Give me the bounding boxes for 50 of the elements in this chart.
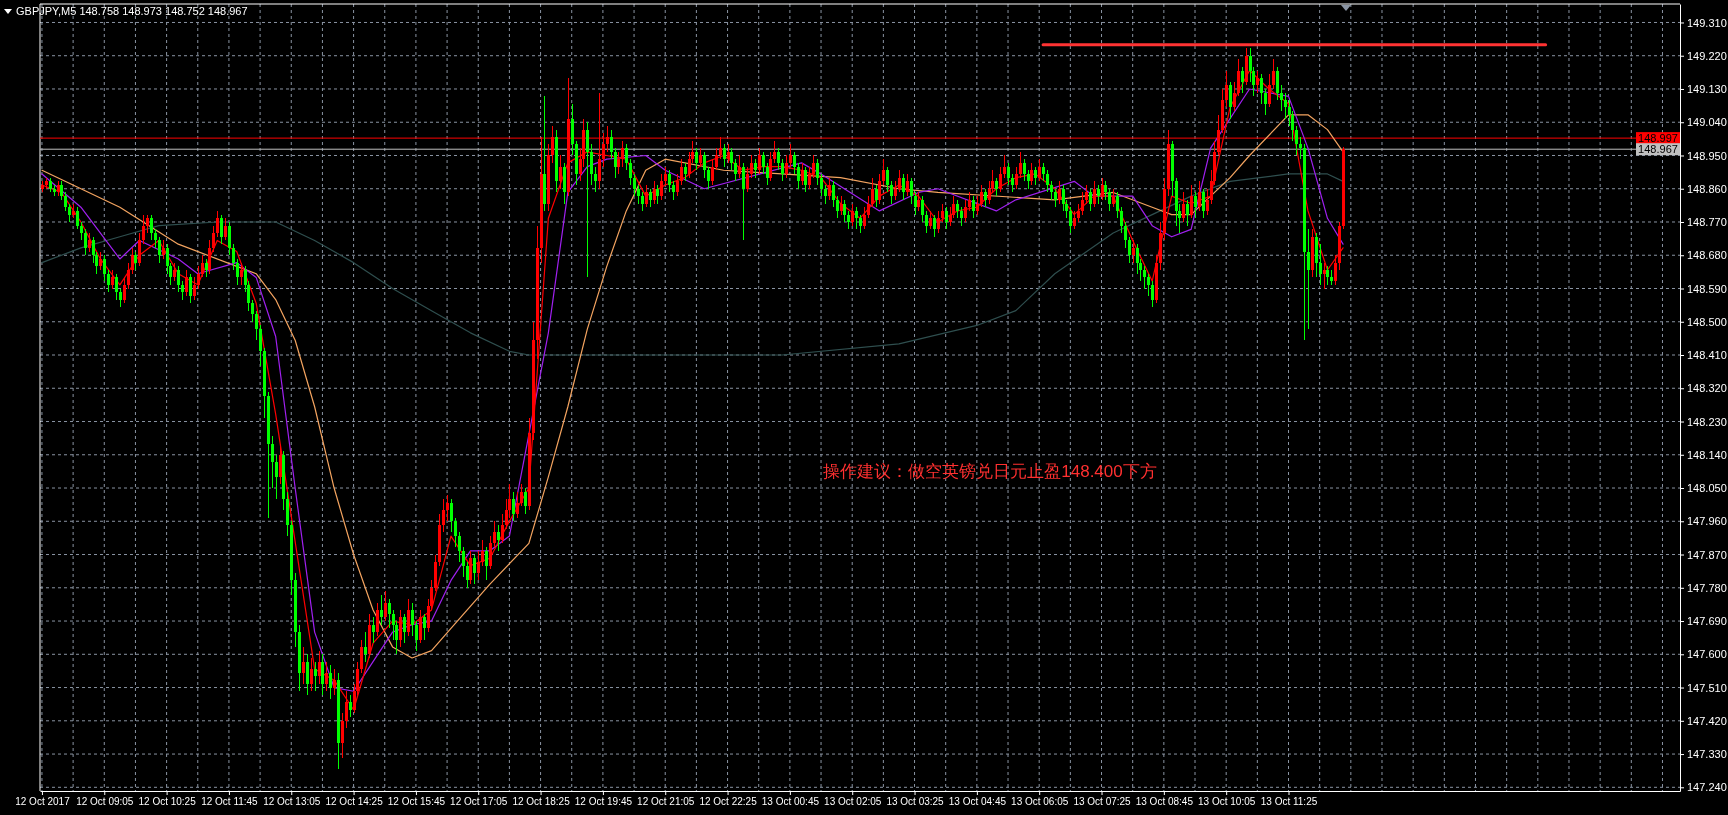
y-tick-label: 147.600 <box>1687 648 1727 661</box>
y-tick-label: 149.040 <box>1687 116 1727 129</box>
x-tick-label: 13 Oct 11:25 <box>1260 796 1318 808</box>
x-tick-label: 13 Oct 00:45 <box>761 796 820 808</box>
x-tick-label: 12 Oct 22:25 <box>699 796 758 808</box>
y-tick-label: 148.590 <box>1687 282 1727 295</box>
y-tick-label: 147.870 <box>1687 548 1727 561</box>
y-tick-label: 148.680 <box>1687 249 1727 262</box>
x-tick-label: 13 Oct 06:05 <box>1011 796 1069 808</box>
y-tick-label: 148.320 <box>1687 382 1727 395</box>
x-tick-label: 12 Oct 13:05 <box>263 796 321 808</box>
chart-title: GBPJPY,M5 148.758 148.973 148.752 148.967 <box>16 5 248 17</box>
y-tick-label: 149.310 <box>1687 16 1727 29</box>
x-tick-label: 12 Oct 18:25 <box>512 796 571 808</box>
y-tick-label: 148.860 <box>1687 182 1727 195</box>
y-tick-label: 148.770 <box>1687 216 1727 229</box>
x-tick-label: 12 Oct 21:05 <box>637 796 695 808</box>
y-tick-label: 147.690 <box>1687 615 1727 628</box>
y-tick-label: 147.780 <box>1687 581 1727 594</box>
y-tick-label: 149.220 <box>1687 49 1727 62</box>
y-tick-label: 148.500 <box>1687 315 1727 328</box>
x-tick-label: 12 Oct 11:45 <box>201 796 259 808</box>
y-tick-label: 148.410 <box>1687 349 1727 362</box>
x-tick-label: 12 Oct 09:05 <box>76 796 134 808</box>
x-tick-label: 12 Oct 2017 <box>15 796 71 808</box>
x-tick-label: 12 Oct 19:45 <box>574 796 633 808</box>
y-tick-label: 147.510 <box>1687 681 1727 694</box>
ref-line-label: 148.967 <box>1638 143 1678 156</box>
x-tick-label: 13 Oct 07:25 <box>1073 796 1132 808</box>
y-tick-label: 147.420 <box>1687 714 1727 727</box>
line-series <box>41 173 1344 356</box>
x-tick-label: 12 Oct 17:05 <box>450 796 508 808</box>
x-tick-label: 12 Oct 10:25 <box>138 796 197 808</box>
x-tick-label: 12 Oct 14:25 <box>325 796 384 808</box>
y-tick-label: 149.130 <box>1687 83 1727 95</box>
y-tick-label: 148.230 <box>1687 415 1727 428</box>
y-tick-label: 147.330 <box>1687 748 1727 761</box>
ref-line-label: 148.997 <box>1638 132 1678 145</box>
y-tick-label: 148.950 <box>1687 149 1727 162</box>
y-tick-label: 147.960 <box>1687 515 1727 528</box>
x-tick-label: 13 Oct 10:05 <box>1198 796 1256 808</box>
y-tick-label: 148.140 <box>1687 448 1727 461</box>
x-tick-label: 12 Oct 15:45 <box>387 796 446 808</box>
y-tick-label: 148.050 <box>1687 482 1727 495</box>
x-tick-label: 13 Oct 03:25 <box>886 796 945 808</box>
y-tick-label: 147.240 <box>1687 781 1727 794</box>
x-tick-label: 13 Oct 02:05 <box>824 796 882 808</box>
annotation: 操作建议：做空英镑兑日元止盈148.400下方 <box>823 462 1157 481</box>
x-tick-label: 13 Oct 08:45 <box>1135 796 1194 808</box>
x-tick-label: 13 Oct 04:45 <box>948 796 1007 808</box>
